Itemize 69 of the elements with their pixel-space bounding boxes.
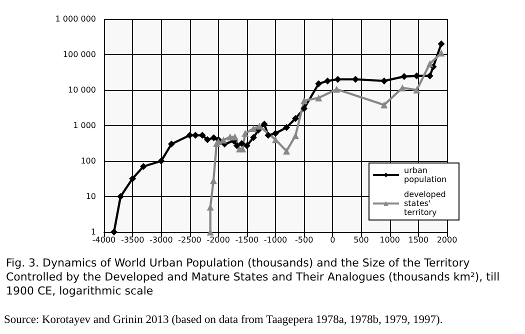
point xyxy=(400,73,408,80)
point xyxy=(283,148,290,155)
x-tick-label: 1000 xyxy=(380,236,400,244)
point xyxy=(231,133,238,140)
point xyxy=(315,80,322,88)
point xyxy=(426,72,434,80)
point xyxy=(233,142,240,150)
x-tick-label: -4000 xyxy=(92,236,116,244)
point xyxy=(426,60,434,68)
point xyxy=(272,136,279,144)
point xyxy=(300,105,308,112)
point xyxy=(283,124,290,131)
point xyxy=(239,145,246,152)
point xyxy=(413,72,420,80)
x-tick-label: 500 xyxy=(354,236,369,244)
point xyxy=(292,114,300,122)
point xyxy=(220,136,227,144)
x-tick-label: 2000 xyxy=(436,236,458,244)
point xyxy=(158,158,165,164)
point xyxy=(210,134,218,142)
point xyxy=(334,76,342,83)
point xyxy=(186,132,194,139)
legend-label: developed states' territory xyxy=(404,190,448,217)
x-tick-label: -500 xyxy=(295,236,314,244)
point xyxy=(168,140,175,148)
x-tick-label: -3500 xyxy=(120,236,144,244)
point xyxy=(242,130,249,137)
point xyxy=(117,193,124,200)
point xyxy=(204,136,211,144)
y-tick-label: 10 000 xyxy=(68,86,96,94)
point xyxy=(333,86,340,93)
point xyxy=(198,132,206,139)
y-tick-label: 1 000 xyxy=(73,121,96,130)
x-tick-label: -3000 xyxy=(150,236,173,244)
point xyxy=(260,120,268,128)
x-tick-label: 1500 xyxy=(408,236,429,244)
x-tick-label: -2000 xyxy=(206,236,230,244)
x-tick-label: 0 xyxy=(330,236,336,244)
point xyxy=(315,94,322,102)
point xyxy=(413,86,420,94)
x-tick-label: -2500 xyxy=(178,236,202,244)
source-note: Source: Korotayev and Grinin 2013 (based on data from Taagepera 1978a, 1978b, 1979, 1997). xyxy=(4,314,443,326)
point xyxy=(352,76,360,83)
point xyxy=(272,130,279,137)
point xyxy=(140,163,147,170)
text: Fig. 3. Dynamics of World Urban Population (thousands) and the Size of the Territory Controlled by the Developed and Mature States and Their Analogues (thousands km²), till 1900 CE, logarithmic scale xyxy=(6,256,504,298)
point xyxy=(256,122,263,130)
point xyxy=(380,77,388,84)
point xyxy=(250,134,257,141)
point xyxy=(324,77,332,84)
point xyxy=(438,40,445,48)
point xyxy=(110,228,118,236)
point xyxy=(264,132,272,139)
point xyxy=(243,142,250,150)
point xyxy=(250,125,257,132)
point xyxy=(192,132,199,139)
y-tick-label: 1 xyxy=(90,228,96,236)
y-tick-label: 1 000 000 xyxy=(55,14,96,24)
legend-label: urban population xyxy=(404,166,447,184)
point xyxy=(300,97,308,104)
point xyxy=(238,140,246,148)
x-tick-label: -1500 xyxy=(235,236,259,244)
point xyxy=(380,101,388,108)
y-tick-label: 100 000 xyxy=(62,50,96,59)
point xyxy=(292,132,300,140)
y-tick-label: 10 xyxy=(86,192,96,201)
x-tick-label: -1000 xyxy=(264,236,288,244)
point xyxy=(129,175,136,182)
y-tick-label: 100 xyxy=(80,156,96,166)
